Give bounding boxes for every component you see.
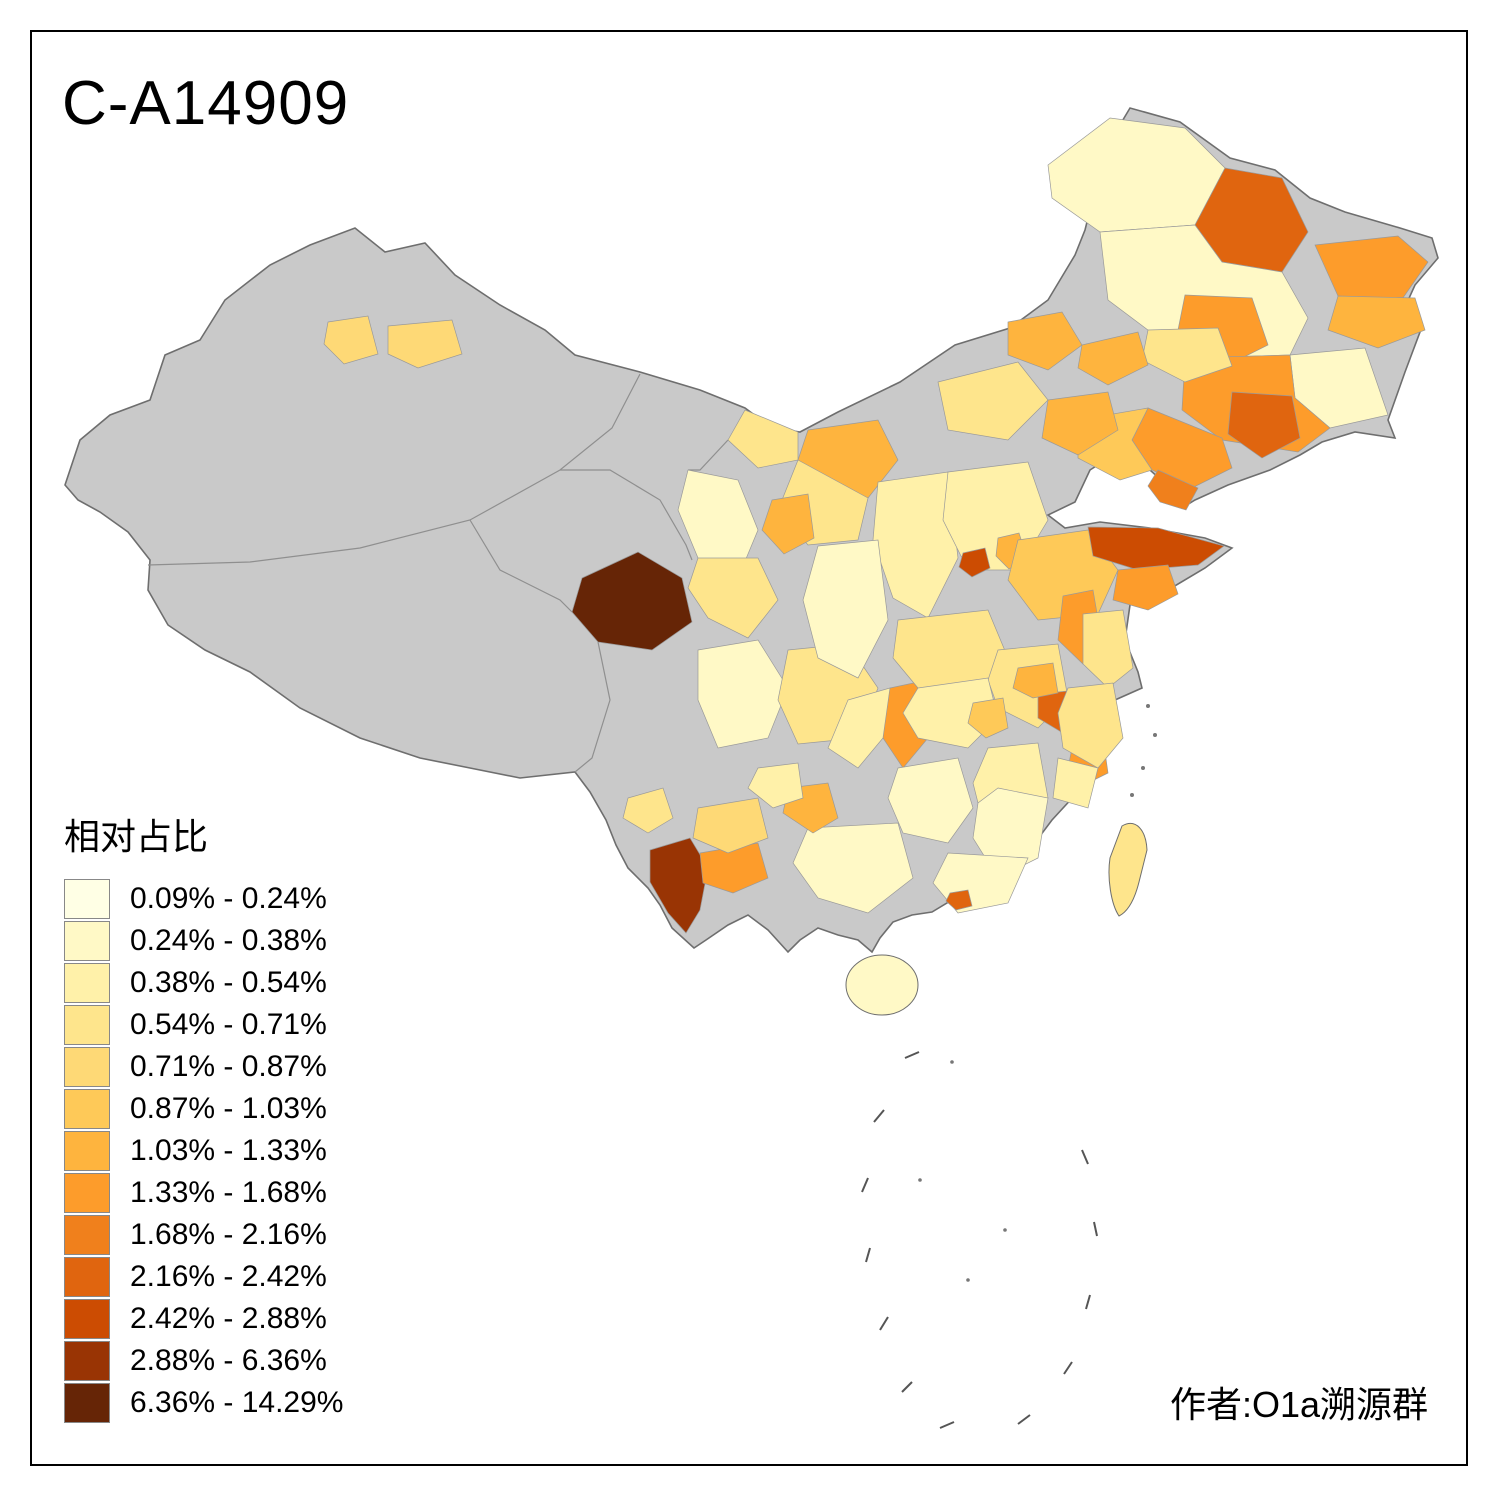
legend-label: 0.87% - 1.03% bbox=[130, 1092, 327, 1125]
region-xingan bbox=[1077, 331, 1149, 386]
region-tonghua bbox=[1227, 391, 1301, 459]
legend-label: 1.33% - 1.68% bbox=[130, 1176, 327, 1209]
legend-swatch bbox=[64, 879, 110, 919]
region-shenzhen bbox=[945, 889, 973, 911]
sea-islet bbox=[1003, 1228, 1007, 1232]
nine-dash-line bbox=[861, 1051, 1098, 1429]
legend-label: 0.54% - 0.71% bbox=[130, 1008, 327, 1041]
legend-label: 0.38% - 0.54% bbox=[130, 966, 327, 999]
legend-label: 0.71% - 0.87% bbox=[130, 1050, 327, 1083]
legend-row: 1.33% - 1.68% bbox=[64, 1172, 343, 1214]
region-xinjiang-spot-1 bbox=[323, 315, 379, 365]
author-credit: 作者:O1a溯源群 bbox=[1169, 1384, 1428, 1425]
region-qingdao bbox=[1112, 564, 1179, 611]
legend-label: 0.24% - 0.38% bbox=[130, 924, 327, 957]
legend: 相对占比 0.09% - 0.24% 0.24% - 0.38% 0.38% -… bbox=[64, 808, 343, 1424]
legend-swatch bbox=[64, 921, 110, 961]
region-kunming bbox=[692, 797, 769, 854]
region-yinchuan bbox=[761, 493, 815, 555]
legend-label: 2.42% - 2.88% bbox=[130, 1302, 327, 1335]
region-shandong-peninsula bbox=[1087, 526, 1225, 571]
legend-row: 1.68% - 2.16% bbox=[64, 1214, 343, 1256]
legend-row: 2.42% - 2.88% bbox=[64, 1298, 343, 1340]
legend-row: 2.16% - 2.42% bbox=[64, 1256, 343, 1298]
region-shaanxi bbox=[802, 539, 889, 679]
region-shuangyashan bbox=[1327, 295, 1426, 349]
region-nw-yunnan bbox=[622, 787, 674, 834]
region-jiangsu bbox=[1082, 609, 1134, 689]
legend-label: 1.03% - 1.33% bbox=[130, 1134, 327, 1167]
region-east-sichuan bbox=[827, 687, 891, 769]
legend-swatch bbox=[64, 1047, 110, 1087]
taiwan-island bbox=[1108, 823, 1148, 917]
legend-swatch bbox=[64, 1341, 110, 1381]
legend-label: 6.36% - 14.29% bbox=[130, 1386, 344, 1419]
sea-islet bbox=[950, 1060, 954, 1064]
region-xinjiang-spot-2 bbox=[387, 319, 463, 369]
region-hunan bbox=[887, 757, 974, 844]
region-hubei bbox=[902, 677, 999, 749]
legend-row: 0.38% - 0.54% bbox=[64, 962, 343, 1004]
legend-label: 2.16% - 2.42% bbox=[130, 1260, 327, 1293]
region-tongliao bbox=[1007, 311, 1083, 371]
region-beijing bbox=[958, 547, 991, 578]
region-yushu-darkest bbox=[571, 551, 693, 651]
legend-label: 0.09% - 0.24% bbox=[130, 882, 327, 915]
legend-row: 6.36% - 14.29% bbox=[64, 1382, 343, 1424]
province-boundaries bbox=[147, 373, 729, 773]
legend-row: 2.88% - 6.36% bbox=[64, 1340, 343, 1382]
region-guiyang bbox=[747, 762, 804, 809]
region-xilingol bbox=[937, 361, 1049, 441]
region-dalian bbox=[1147, 469, 1199, 511]
region-lanzhou bbox=[687, 557, 779, 639]
legend-swatch bbox=[64, 1257, 110, 1297]
coastal-islet bbox=[1153, 733, 1157, 737]
region-chifeng bbox=[1041, 391, 1119, 456]
legend-row: 0.24% - 0.38% bbox=[64, 920, 343, 962]
region-west-sichuan bbox=[697, 639, 789, 749]
legend-row: 0.71% - 0.87% bbox=[64, 1046, 343, 1088]
legend-label: 1.68% - 2.16% bbox=[130, 1218, 327, 1251]
sea-islet bbox=[966, 1278, 970, 1282]
coastal-islet bbox=[1141, 766, 1145, 770]
islands bbox=[845, 704, 1157, 1016]
hainan-island bbox=[845, 954, 919, 1016]
legend-swatch bbox=[64, 1005, 110, 1045]
sea-islet bbox=[918, 1178, 922, 1182]
legend-swatch bbox=[64, 1173, 110, 1213]
region-wenzhou bbox=[1052, 757, 1099, 809]
coastal-islet bbox=[1146, 704, 1150, 708]
legend-row: 1.03% - 1.33% bbox=[64, 1130, 343, 1172]
region-hefei bbox=[1012, 662, 1059, 699]
region-guangxi bbox=[792, 822, 914, 914]
prefecture-regions bbox=[323, 117, 1429, 934]
region-wuhan bbox=[967, 697, 1009, 739]
legend-swatch bbox=[64, 1215, 110, 1255]
legend-swatch bbox=[64, 1299, 110, 1339]
legend-swatch bbox=[64, 1131, 110, 1171]
legend-label: 2.88% - 6.36% bbox=[130, 1344, 327, 1377]
legend-swatch bbox=[64, 963, 110, 1003]
legend-swatch bbox=[64, 1383, 110, 1423]
region-jiamusi bbox=[1314, 235, 1429, 306]
legend-swatch bbox=[64, 1089, 110, 1129]
region-yunnan-dark bbox=[649, 837, 709, 934]
coastal-islet bbox=[1130, 793, 1134, 797]
region-alxa-east bbox=[727, 409, 799, 469]
region-guangdong bbox=[932, 852, 1029, 914]
map-title: C-A14909 bbox=[62, 69, 350, 138]
legend-row: 0.09% - 0.24% bbox=[64, 878, 343, 920]
legend-row: 0.54% - 0.71% bbox=[64, 1004, 343, 1046]
legend-title: 相对占比 bbox=[64, 816, 209, 857]
legend-row: 0.87% - 1.03% bbox=[64, 1088, 343, 1130]
